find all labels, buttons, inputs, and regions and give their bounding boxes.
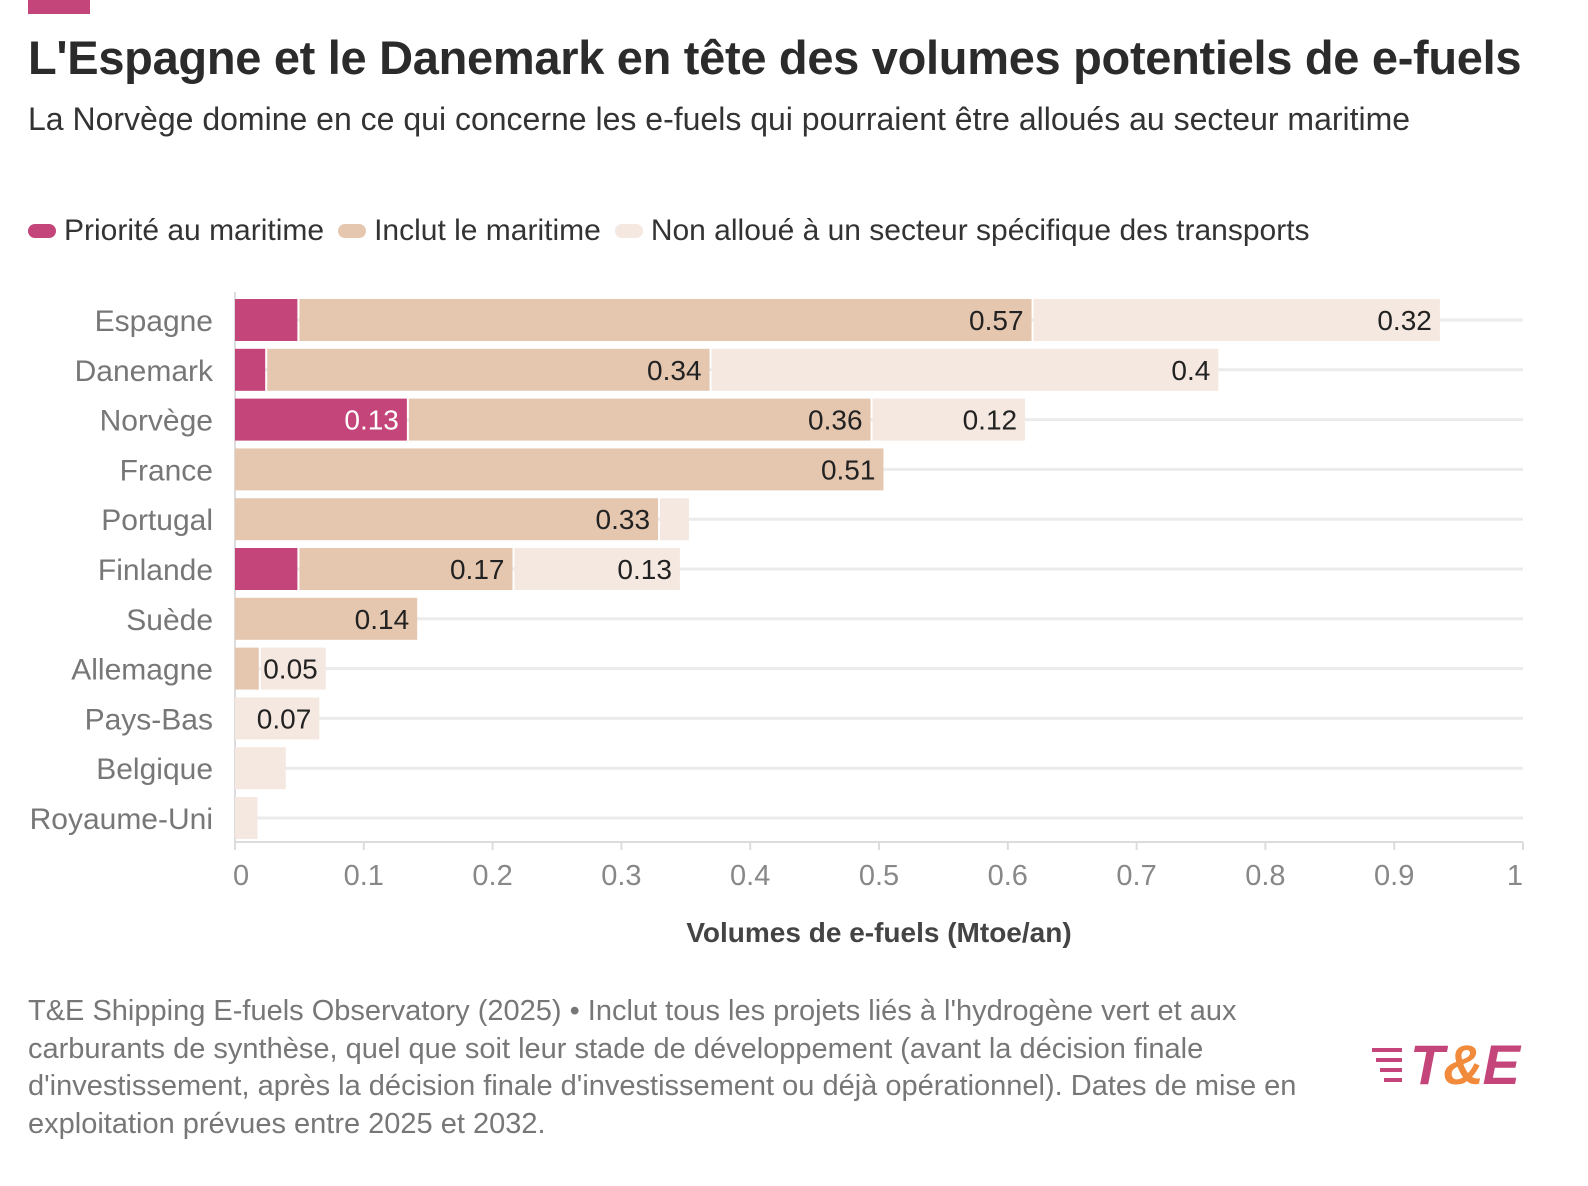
bar-segment — [711, 348, 1219, 391]
data-label: 0.14 — [355, 604, 410, 635]
legend-swatch-priority — [28, 224, 56, 238]
bar-segment — [260, 647, 326, 690]
x-tick-label: 0.6 — [988, 860, 1028, 892]
x-tick-label: 0.7 — [1116, 860, 1156, 892]
category-label: Allemagne — [71, 654, 213, 687]
data-label: 0.13 — [344, 405, 399, 436]
data-label: 0.13 — [617, 554, 672, 585]
bar-segment — [514, 548, 680, 590]
category-label: Finlande — [98, 554, 213, 587]
x-tick-label: 0.9 — [1374, 860, 1414, 892]
top-accent-bar — [28, 0, 90, 14]
data-label: 0.17 — [450, 554, 505, 585]
category-label: France — [120, 454, 213, 487]
logo-stripes-icon — [1372, 1045, 1402, 1085]
bar-segment — [1033, 299, 1440, 341]
bar-segment — [235, 697, 320, 740]
bar-segment — [235, 747, 286, 790]
bar-segment — [872, 398, 1026, 441]
chart-subtitle: La Norvège domine en ce qui concerne les… — [28, 101, 1411, 137]
data-label: 0.33 — [596, 504, 651, 535]
legend-swatch-unallocated — [614, 224, 643, 238]
bar-segment — [235, 797, 258, 839]
data-label: 0.32 — [1377, 305, 1432, 336]
bar-segment — [235, 398, 407, 441]
bar-segment — [299, 299, 1032, 341]
source-note: T&E Shipping E-fuels Observatory (2025) … — [28, 995, 1297, 1140]
x-axis-title: Volumes de e-fuels (Mtoe/an) — [686, 917, 1071, 948]
category-label: Danemark — [75, 355, 214, 388]
data-label: 0.4 — [1171, 355, 1210, 386]
category-label: Belgique — [96, 753, 213, 786]
legend-label-priority: Priorité au maritime — [64, 214, 325, 247]
x-tick-label: 0.3 — [601, 860, 641, 892]
bar-segment — [235, 348, 266, 391]
bar-segment — [299, 548, 513, 590]
chart-title: L'Espagne et le Danemark en tête des vol… — [28, 31, 1522, 84]
data-label: 0.34 — [647, 355, 702, 386]
category-label: Pays-Bas — [85, 703, 213, 736]
x-tick-label: 0.8 — [1245, 860, 1285, 892]
bar-segment — [235, 448, 884, 491]
data-label: 0.07 — [257, 703, 312, 734]
legend-label-unallocated: Non alloué à un secteur spécifique des t… — [650, 214, 1310, 247]
data-label: 0.51 — [821, 454, 876, 485]
bar-chart: Espagne 0.57 0.32 Danemark 0.34 0.4 Norvège 0.1… — [30, 292, 1524, 948]
logo-text: T&E — [1410, 1033, 1520, 1096]
x-tick-label: 1 — [1507, 860, 1523, 892]
legend-item-priority: Priorité au maritime — [28, 214, 324, 248]
x-tick-label: 0.4 — [730, 860, 770, 892]
bar-segment — [235, 597, 418, 640]
legend-label-includes: Inclut le maritime — [374, 214, 601, 247]
category-label: Portugal — [101, 504, 213, 537]
category-label: Royaume-Uni — [30, 803, 213, 836]
x-tick-label: 0 — [233, 860, 249, 892]
x-tick-label: 0.5 — [859, 860, 899, 892]
bar-segment — [235, 498, 659, 541]
bar-segment — [267, 348, 710, 391]
data-label: 0.12 — [963, 405, 1018, 436]
x-tick-label: 0.1 — [344, 860, 384, 892]
legend-swatch-includes — [338, 224, 367, 238]
data-label: 0.05 — [263, 654, 318, 685]
category-label: Norvège — [100, 405, 213, 438]
bar-segment — [235, 647, 259, 690]
data-label: 0.36 — [808, 405, 863, 436]
category-label: Suède — [126, 604, 213, 637]
bar-segment — [235, 548, 298, 590]
legend-item-unallocated: Non alloué à un secteur spécifique des t… — [614, 214, 1310, 248]
legend-item-includes: Inclut le maritime — [338, 214, 601, 248]
legend: Priorité au maritime Inclut le maritime … — [28, 214, 1324, 248]
data-label: 0.57 — [969, 305, 1024, 336]
te-logo: T&E — [1372, 1032, 1520, 1097]
bar-segment — [660, 498, 689, 541]
x-tick-label: 0.2 — [472, 860, 512, 892]
bar-segment — [408, 398, 871, 441]
category-label: Espagne — [95, 305, 213, 338]
bar-segment — [235, 299, 298, 341]
